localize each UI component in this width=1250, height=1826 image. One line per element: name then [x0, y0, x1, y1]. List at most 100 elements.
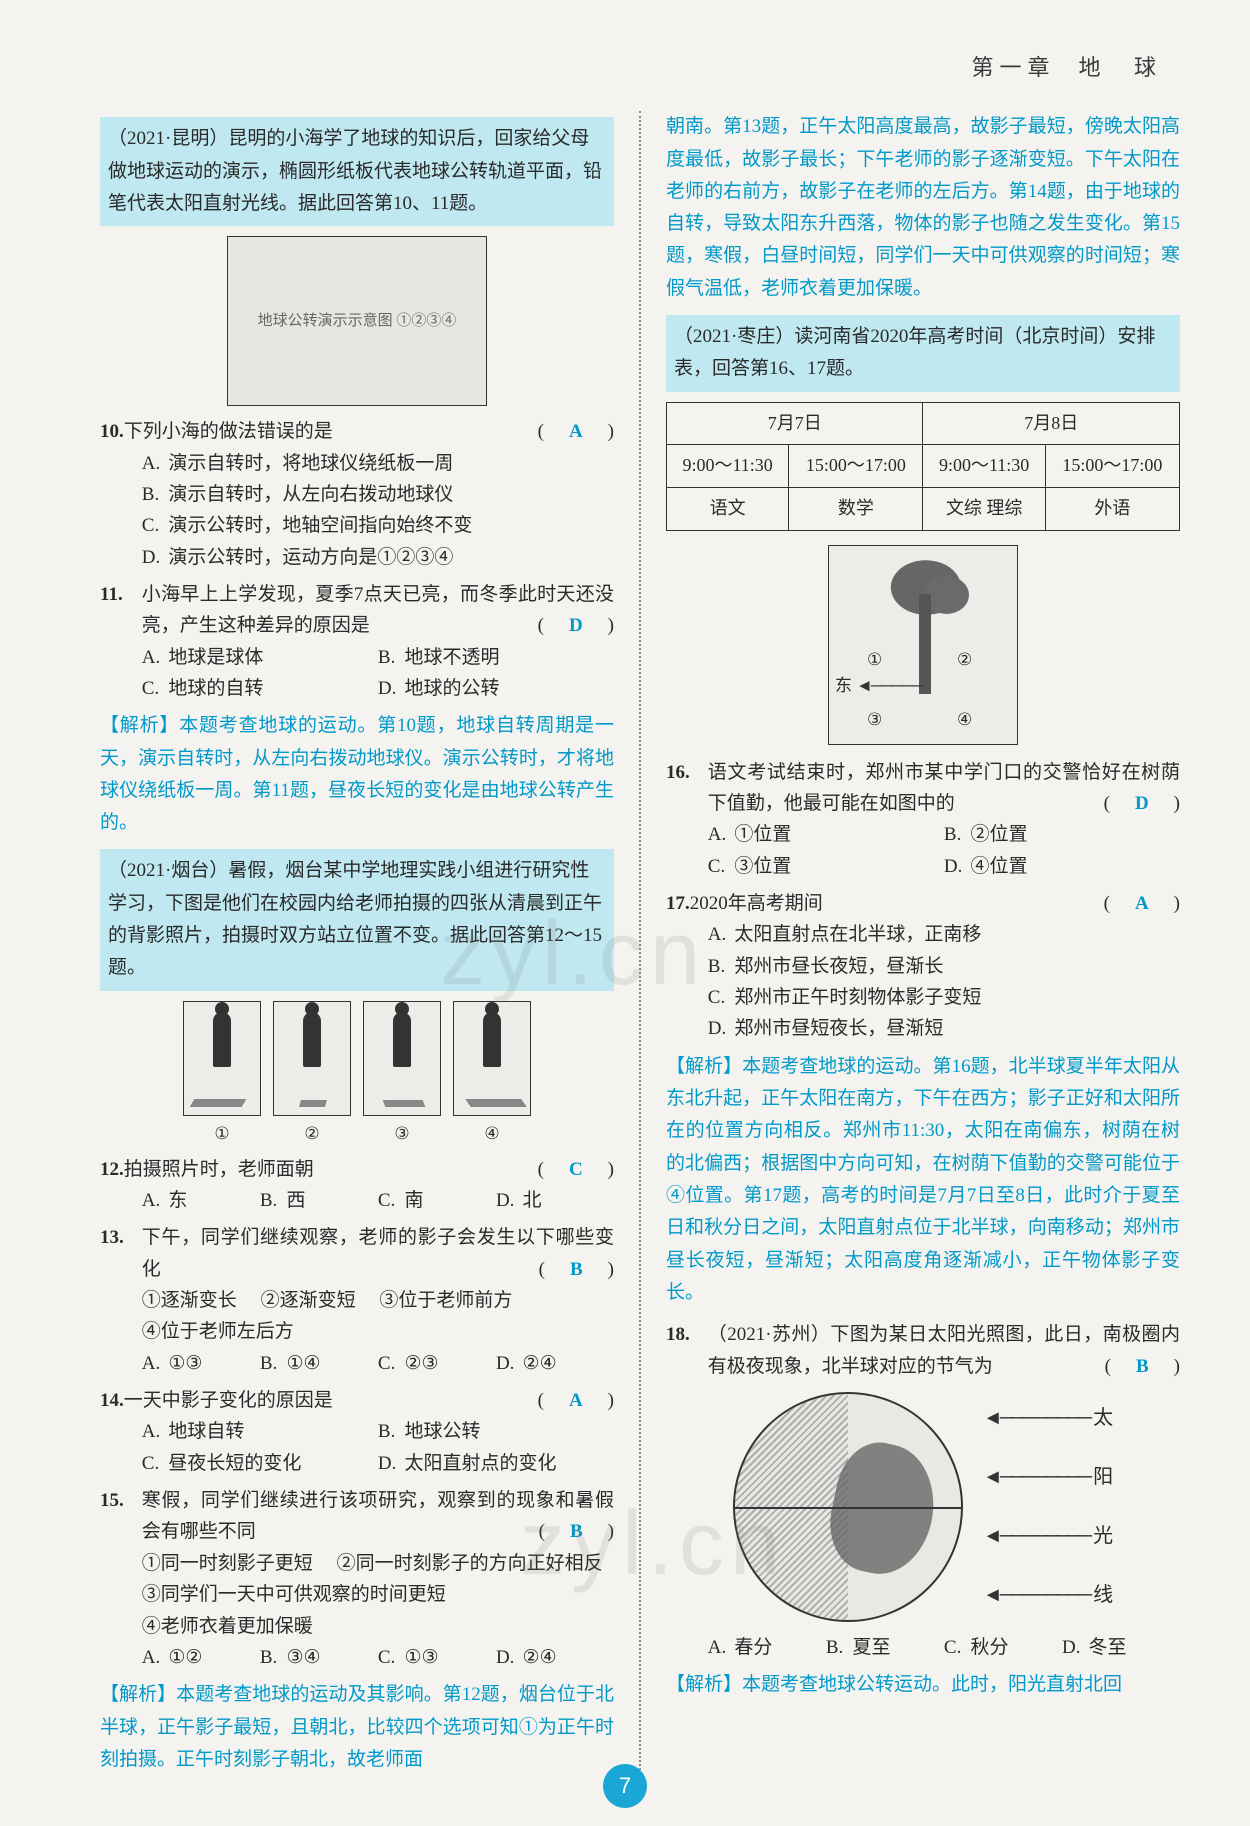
q18-answer-slot: ( B )	[1105, 1351, 1180, 1382]
page-header: 第一章 地 球	[100, 50, 1180, 86]
q13-opt-a: A.①③	[142, 1348, 260, 1379]
analysis-q12-15-cont: 朝南。第13题，正午太阳高度最高，故影子最短，傍晚太阳高度最低，故影子最长；下午…	[666, 111, 1180, 305]
q13-sub3: ③位于老师前方	[379, 1290, 512, 1311]
q16-opt-c: C.③位置	[708, 851, 944, 882]
shadow-panel-2	[273, 1001, 351, 1116]
chapter-label: 第一章	[971, 55, 1055, 80]
q12-opt-c: C.南	[378, 1185, 496, 1216]
q14-stem: 一天中影子变化的原因是	[124, 1390, 333, 1411]
q16-opt-d: D.④位置	[944, 851, 1180, 882]
question-13: 13. 下午，同学们继续观察，老师的影子会发生以下哪些变化( B ) ①逐渐变长…	[100, 1222, 614, 1379]
chapter-title: 地 球	[1078, 55, 1170, 80]
analysis-q18-partial: 【解析】本题考查地球公转运动。此时，阳光直射北回	[666, 1669, 1180, 1701]
question-15: 15. 寒假，同学们继续进行该项研究，观察到的现象和暑假会有哪些不同( B ) …	[100, 1485, 614, 1673]
q18-opt-a: A.春分	[708, 1632, 826, 1663]
q17-opt-b: B.郑州市昼长夜短，昼渐长	[708, 951, 1180, 982]
q17-answer: A	[1129, 888, 1155, 919]
q11-answer: D	[563, 610, 589, 641]
q15-opt-d: D.②④	[496, 1642, 614, 1673]
q10-opt-b: B.演示自转时，从左向右拨动地球仪	[142, 479, 614, 510]
q14-answer: A	[563, 1385, 589, 1416]
tree-pos-4: ④	[957, 706, 972, 734]
q13-sub2: ②逐渐变短	[261, 1290, 356, 1311]
analysis-q12-15-partial: 【解析】本题考查地球的运动及其影响。第12题，烟台位于北半球，正午影子最短，且朝…	[100, 1679, 614, 1776]
sun-ray-labels: 太 阳 光 线	[983, 1402, 1113, 1612]
q11-opt-a: A.地球是球体	[142, 642, 378, 673]
analysis-q16-17: 【解析】本题考查地球的运动。第16题，北半球夏半年太阳从东北升起，正午太阳在南方…	[666, 1051, 1180, 1309]
q16-opt-b: B.②位置	[944, 819, 1180, 850]
page-number: 7	[603, 1764, 647, 1808]
q12-answer-slot: ( C )	[538, 1154, 614, 1185]
q11-number: 11.	[100, 579, 142, 610]
q15-sub4: ④老师衣着更加保暖	[142, 1616, 313, 1637]
q13-answer: B	[564, 1254, 589, 1285]
question-14: 14.一天中影子变化的原因是 ( A ) A.地球自转 B.地球公转 C.昼夜长…	[100, 1385, 614, 1479]
q15-answer: B	[564, 1516, 589, 1547]
q16-answer-slot: ( D )	[1104, 788, 1180, 819]
q13-sub1: ①逐渐变长	[142, 1290, 237, 1311]
table-subj-1: 语文	[667, 488, 789, 531]
q18-number: 18.	[666, 1319, 708, 1350]
exam-schedule-table: 7月7日 7月8日 9:00～11:30 15:00～17:00 9:00～11…	[666, 402, 1180, 531]
shadow-panel-3	[363, 1001, 441, 1116]
figure-globe: 太 阳 光 线	[666, 1392, 1180, 1622]
table-time-4: 15:00～17:00	[1045, 445, 1179, 488]
question-16: 16. 语文考试结束时，郑州市某中学门口的交警恰好在树荫下值勤，他最可能在如图中…	[666, 757, 1180, 882]
tree-east-label: 东	[835, 672, 921, 700]
question-11: 11. 小海早上上学发现，夏季7点天已亮，而冬季此时天还没亮，产生这种差异的原因…	[100, 579, 614, 704]
q17-opt-c: C.郑州市正午时刻物体影子变短	[708, 982, 1180, 1013]
table-subj-3: 文综 理综	[923, 488, 1045, 531]
shadow-panel-1	[183, 1001, 261, 1116]
question-17: 17.2020年高考期间 ( A ) A.太阳直射点在北半球，正南移 B.郑州市…	[666, 888, 1180, 1045]
q11-opt-b: B.地球不透明	[378, 642, 614, 673]
figure-shadows	[100, 1001, 614, 1116]
q16-opt-a: A.①位置	[708, 819, 944, 850]
q17-opt-d: D.郑州市昼短夜长，昼渐短	[708, 1013, 1180, 1044]
q14-number: 14.	[100, 1390, 124, 1411]
q12-number: 12.	[100, 1159, 124, 1180]
q10-answer-slot: ( A )	[538, 416, 614, 447]
q10-opt-a: A.演示自转时，将地球仪绕纸板一周	[142, 448, 614, 479]
right-column: 朝南。第13题，正午太阳高度最高，故影子最短，傍晚太阳高度最低，故影子最长；下午…	[641, 111, 1180, 1786]
q13-opt-b: B.①④	[260, 1348, 378, 1379]
context-q12-15: （2021·烟台）暑假，烟台某中学地理实践小组进行研究性学习，下图是他们在校园内…	[100, 849, 614, 990]
table-date-2: 7月8日	[923, 402, 1180, 445]
q12-opt-a: A.东	[142, 1185, 260, 1216]
table-subj-4: 外语	[1045, 488, 1179, 531]
q12-answer: C	[563, 1154, 589, 1185]
question-10: 10.下列小海的做法错误的是 ( A ) A.演示自转时，将地球仪绕纸板一周 B…	[100, 416, 614, 573]
q14-opt-b: B.地球公转	[378, 1416, 614, 1447]
q17-answer-slot: ( A )	[1104, 888, 1180, 919]
q11-opt-c: C.地球的自转	[142, 673, 378, 704]
tree-pos-3: ③	[867, 706, 882, 734]
q15-opt-b: B.③④	[260, 1642, 378, 1673]
q15-number: 15.	[100, 1485, 142, 1516]
shadow-labels: ① ② ③ ④	[100, 1120, 614, 1148]
tree-pos-2: ②	[957, 646, 972, 674]
q11-opt-d: D.地球的公转	[378, 673, 614, 704]
q12-opt-d: D.北	[496, 1185, 614, 1216]
question-18: 18. （2021·苏州）下图为某日太阳光照图，此日，南极圈内有极夜现象，北半球…	[666, 1319, 1180, 1663]
q15-opt-a: A.①②	[142, 1642, 260, 1673]
q10-answer: A	[563, 416, 589, 447]
q13-number: 13.	[100, 1222, 142, 1253]
question-12: 12.拍摄照片时，老师面朝 ( C ) A.东 B.西 C.南 D.北	[100, 1154, 614, 1217]
table-time-1: 9:00～11:30	[667, 445, 789, 488]
context-q10-11: （2021·昆明）昆明的小海学了地球的知识后，回家给父母做地球运动的演示，椭圆形…	[100, 117, 614, 226]
tree-pos-1: ①	[867, 646, 882, 674]
figure-orbit: 地球公转演示示意图 ①②③④	[227, 236, 487, 406]
q13-opt-d: D.②④	[496, 1348, 614, 1379]
table-time-2: 15:00～17:00	[789, 445, 923, 488]
q14-opt-d: D.太阳直射点的变化	[378, 1448, 614, 1479]
q18-opt-d: D.冬至	[1062, 1632, 1180, 1663]
q15-sub2: ②同一时刻影子的方向正好相反	[337, 1553, 603, 1574]
q12-stem: 拍摄照片时，老师面朝	[124, 1159, 314, 1180]
q11-answer-slot: ( D )	[538, 610, 614, 641]
q16-answer: D	[1129, 788, 1155, 819]
context-q16-17: （2021·枣庄）读河南省2020年高考时间（北京时间）安排表，回答第16、17…	[666, 315, 1180, 392]
table-time-3: 9:00～11:30	[923, 445, 1045, 488]
q18-answer: B	[1130, 1351, 1155, 1382]
q16-number: 16.	[666, 757, 708, 788]
q17-stem: 2020年高考期间	[690, 893, 823, 914]
q17-opt-a: A.太阳直射点在北半球，正南移	[708, 919, 1180, 950]
